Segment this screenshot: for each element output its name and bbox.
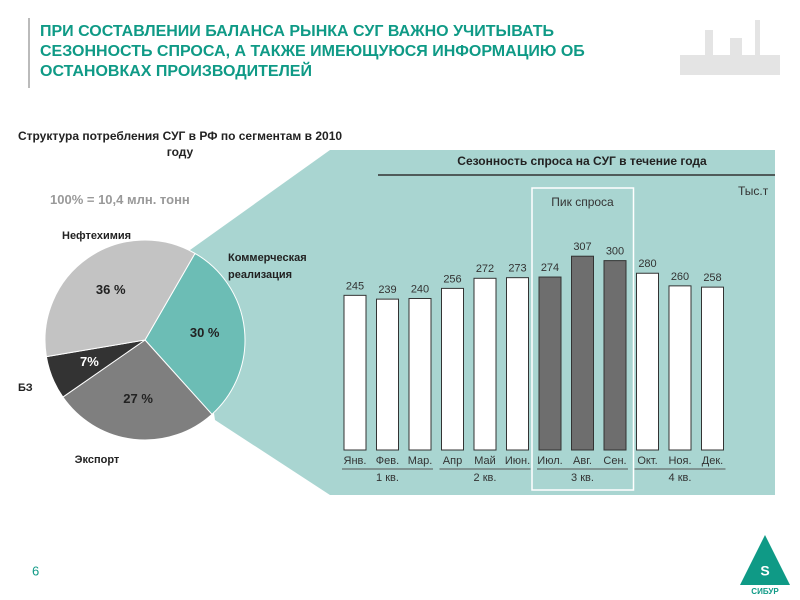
bar (506, 277, 529, 451)
group-label: 1 кв. (376, 472, 399, 484)
x-tick-label: Апр (443, 455, 462, 467)
bar (668, 285, 692, 451)
bar-value-label: 256 (443, 273, 461, 285)
peak-box (531, 187, 635, 491)
x-tick-label: Июл. (537, 455, 562, 467)
slide-title: ПРИ СОСТАВЛЕНИИ БАЛАНСА РЫНКА СУГ ВАЖНО … (40, 23, 585, 80)
pie-slice (44, 239, 196, 358)
pie-category-label: БЗ (18, 382, 33, 394)
page-number: 6 (32, 563, 39, 578)
x-tick-label: Янв. (344, 455, 367, 467)
bar (603, 260, 627, 451)
logo-text: СИБУР (751, 587, 779, 596)
pie-value-label: 27 % (123, 391, 153, 406)
group-label: 2 кв. (474, 472, 497, 484)
bar-chart-title: Сезонность спроса на СУГ в течение года (457, 154, 707, 168)
bar-value-label: 280 (638, 258, 656, 270)
pie-category-label: Коммерческая реализация (228, 252, 307, 281)
x-tick-label: Авг. (573, 455, 592, 467)
bar-value-label: 307 (573, 241, 591, 253)
x-tick-label: Июн. (505, 455, 530, 467)
bar-value-label: 300 (606, 246, 624, 258)
x-tick-label: Дек. (702, 455, 723, 467)
unit-label: Тыс.т (738, 184, 769, 198)
x-tick-label: Окт. (637, 455, 657, 467)
bar (701, 286, 724, 451)
bar (441, 287, 464, 451)
logo: S СИБУР (740, 535, 790, 596)
bar-value-label: 272 (476, 263, 494, 275)
group-label: 3 кв. (571, 472, 594, 484)
factory-image (680, 20, 780, 75)
bar-value-label: 260 (671, 271, 689, 283)
bar-value-label: 239 (378, 284, 396, 296)
bar (636, 272, 659, 451)
bar-value-label: 240 (411, 283, 429, 295)
group-label: 4 кв. (669, 472, 692, 484)
pie-category-label: Нефтехимия (62, 230, 132, 242)
x-tick-label: Май (474, 455, 496, 467)
pie-subtitle: 100% = 10,4 млн. тонн (50, 192, 190, 207)
pie-slice (144, 252, 246, 416)
bar-value-label: 258 (703, 272, 721, 284)
title-bar (28, 18, 30, 88)
svg-text:S: S (760, 563, 769, 579)
bar-value-label: 273 (508, 263, 526, 275)
pie-slice (62, 339, 213, 441)
pie-category-label: Экспорт (74, 454, 120, 466)
x-tick-label: Ноя. (668, 455, 691, 467)
bar-value-label: 245 (346, 280, 364, 292)
x-tick-label: Мар. (408, 455, 433, 467)
pie-value-label: 7% (80, 354, 99, 369)
pie-title: Структура потребления СУГ в РФ по сегмен… (17, 129, 343, 159)
annotation: Пик спроса (551, 195, 614, 209)
bar (538, 276, 562, 451)
bar-value-label: 274 (541, 262, 559, 274)
bar (376, 298, 399, 451)
bar (473, 277, 497, 451)
bar (571, 255, 594, 451)
x-tick-label: Фев. (376, 455, 399, 467)
x-tick-label: Сен. (603, 455, 626, 467)
pie-value-label: 30 % (190, 325, 220, 340)
bar (408, 298, 432, 451)
pie-value-label: 36 % (96, 282, 126, 297)
bar (343, 294, 367, 451)
